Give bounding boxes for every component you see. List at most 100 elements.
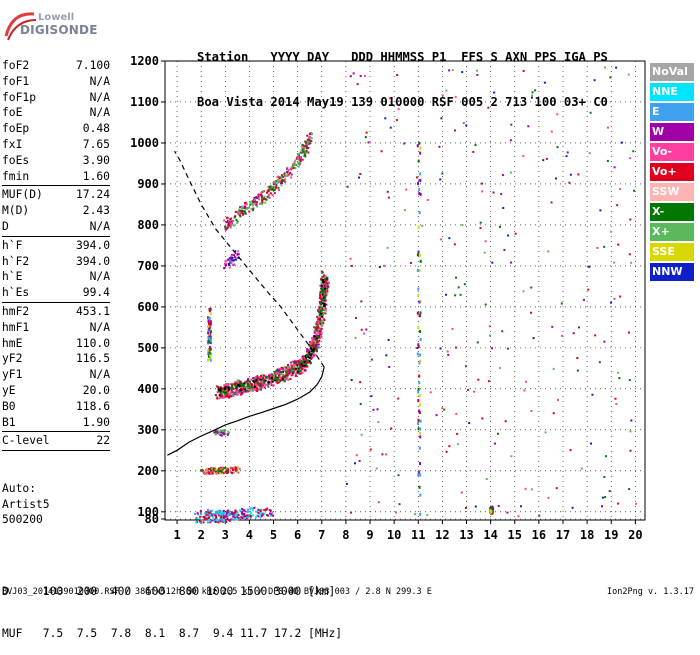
noise-column-point xyxy=(417,345,420,349)
f2-second-hop-point xyxy=(238,208,241,211)
x-tick-label: 19 xyxy=(604,528,618,542)
noise-point xyxy=(386,190,389,193)
noise-column-point xyxy=(418,361,421,365)
noise-point xyxy=(523,389,526,392)
f2-second-hop-point xyxy=(260,192,263,195)
f2-trace-point xyxy=(321,287,324,290)
f2-trace-point xyxy=(268,376,271,379)
legend-item-vo-: Vo- xyxy=(650,143,694,161)
noise-point xyxy=(481,190,484,193)
noise-point xyxy=(416,176,419,179)
f2-trace-point xyxy=(267,382,270,385)
es-trace-point xyxy=(270,513,273,516)
f2-second-hop-point xyxy=(230,220,233,223)
f2-second-hop-point xyxy=(262,190,265,193)
f2-trace-point xyxy=(325,303,328,306)
noise-point xyxy=(487,380,490,383)
f2-second-hop-point xyxy=(282,176,285,179)
y-tick-label: 300 xyxy=(137,423,159,437)
f2-trace-point xyxy=(307,355,310,358)
f2-trace-point xyxy=(262,376,265,379)
f2-trace-point xyxy=(248,384,251,387)
f2-trace-point xyxy=(297,370,300,373)
noise-point xyxy=(499,367,502,370)
f2-trace-point xyxy=(315,326,318,329)
noise-point xyxy=(491,261,494,264)
f2-second-hop-point xyxy=(253,200,256,203)
param-row: hmF2 453.1 xyxy=(2,304,110,320)
f2-second-hop-point xyxy=(269,192,272,195)
f2-trace-point xyxy=(326,285,329,288)
noise-point xyxy=(397,108,400,111)
f2-trace-point xyxy=(321,290,324,293)
es-trace-point xyxy=(204,469,207,472)
f2-trace-point xyxy=(259,378,262,381)
es-trace-point xyxy=(214,470,217,473)
noise-point xyxy=(419,300,422,303)
f2-trace-point xyxy=(316,315,319,318)
f2-trace-point xyxy=(263,386,266,389)
noise-point xyxy=(465,124,468,127)
noise-point xyxy=(510,261,513,264)
f2-second-hop-point xyxy=(277,179,280,182)
f2-second-hop-point xyxy=(294,167,297,170)
f2-trace-point xyxy=(299,361,302,364)
f2-trace-point xyxy=(249,382,252,385)
noise-point xyxy=(359,75,362,78)
noise-column-point xyxy=(417,287,420,291)
f2-trace-point xyxy=(317,319,320,322)
f2-trace-point xyxy=(324,275,327,278)
f2-trace-point xyxy=(315,339,318,342)
param-value: 118.6 xyxy=(75,399,110,413)
polarization-legend: NoVal NNE E W Vo- Vo+ SSW X- X+ SSE NNW xyxy=(650,63,694,283)
f2-trace-point xyxy=(281,377,284,380)
y-tick-label: 1200 xyxy=(130,54,159,68)
noise-point xyxy=(380,150,383,153)
f2-trace-point xyxy=(324,296,327,299)
f2-trace-point xyxy=(250,385,253,388)
f2-trace-point xyxy=(306,354,309,357)
es-trace-point xyxy=(233,514,236,517)
es-trace-point xyxy=(199,515,202,518)
noise-point xyxy=(405,188,408,191)
f2-second-hop-point xyxy=(251,204,254,207)
noise-column-point xyxy=(208,351,211,355)
f2-trace-point xyxy=(254,383,257,386)
noise-column-point xyxy=(417,418,420,422)
noise-point xyxy=(514,232,517,235)
noise-column-point xyxy=(417,390,420,394)
es-trace-point xyxy=(269,512,272,515)
noise-column-point xyxy=(209,320,212,324)
f2-small-trace-point xyxy=(227,258,230,261)
f2-trace-point xyxy=(255,378,258,381)
noise-column-point xyxy=(490,510,493,514)
es-trace-point xyxy=(193,513,196,516)
x-tick-label: 17 xyxy=(556,528,570,542)
noise-column-point xyxy=(207,319,210,323)
es-trace-point xyxy=(207,509,210,512)
plot-frame xyxy=(164,60,646,521)
param-row: B1 1.90 xyxy=(2,415,110,431)
noise-point xyxy=(632,150,635,153)
noise-point xyxy=(503,248,506,251)
es-trace-point xyxy=(210,471,213,474)
noise-point xyxy=(388,97,391,100)
noise-point xyxy=(617,243,620,246)
auto-code: 500200 xyxy=(2,513,43,526)
noise-point xyxy=(483,251,486,254)
f2-second-hop-point xyxy=(308,137,311,140)
f2-trace-point xyxy=(320,320,323,323)
f2-trace-point xyxy=(285,373,288,376)
es-trace-point xyxy=(209,513,212,516)
f2-second-hop-point xyxy=(237,210,240,213)
noise-column-point xyxy=(419,146,422,150)
f2-second-hop-point xyxy=(299,162,302,165)
f2-second-hop-point xyxy=(267,195,270,198)
es-trace-point xyxy=(215,433,218,436)
f2-trace-point xyxy=(318,316,321,319)
f2-second-hop-point xyxy=(305,142,308,145)
noise-column-point xyxy=(418,268,421,272)
param-row: h`F 394.0 xyxy=(2,238,110,254)
noise-point xyxy=(398,503,401,506)
es-trace-point xyxy=(207,511,210,514)
